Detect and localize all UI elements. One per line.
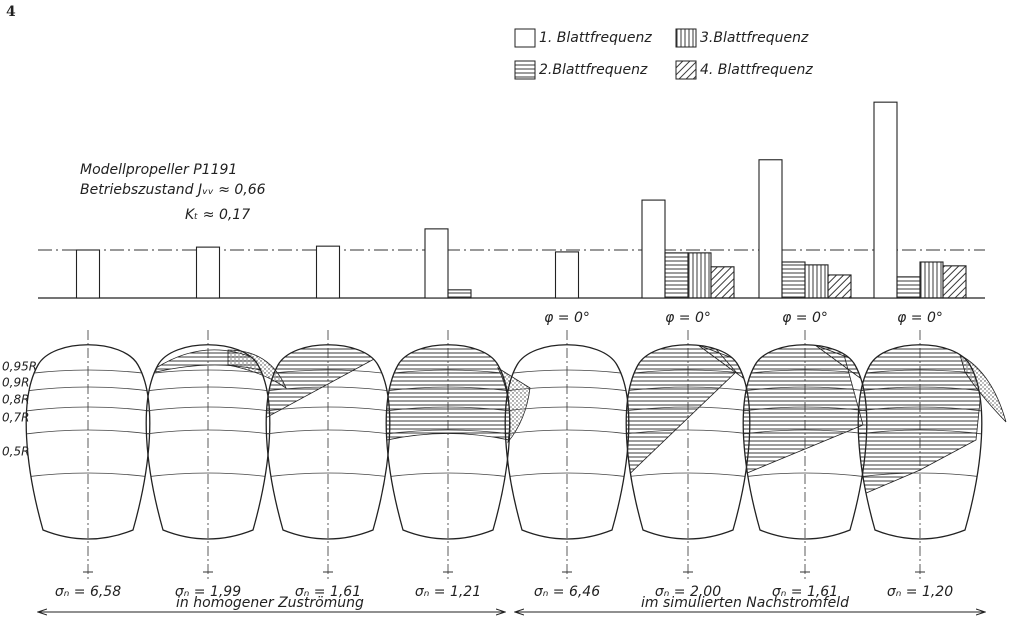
legend-swatch [676,61,696,79]
bar [317,246,340,298]
bar [642,200,665,298]
figure: 4 Modellpropeller P1191 Betriebszustand … [0,0,1009,629]
cavity-sheet [735,330,863,478]
bar [688,253,711,298]
phi-label: φ = 0° [665,310,711,326]
radius-label: 0,5R [2,445,29,459]
radius-label: 0,8R [2,393,29,407]
bar [805,265,828,298]
legend-swatch [515,61,535,79]
bar [782,262,805,298]
bar [874,102,897,298]
sigma-label: σₙ = 1,61 [295,584,361,600]
radius-label: 0,95R [2,360,37,374]
sigma-label: σₙ = 1,21 [415,584,481,600]
legend-label: 4. Blattfrequenz [700,62,813,78]
sigma-label: σₙ = 1,20 [887,584,953,600]
page-number: 4 [6,4,16,20]
annotation: Kₜ ≈ 0,17 [185,207,250,223]
bar [943,266,966,298]
bar [448,290,471,298]
legend-swatch [515,29,535,47]
bar [920,262,943,298]
sigma-label: σₙ = 1,61 [772,584,838,600]
legend-label: 2.Blattfrequenz [539,62,648,78]
legend-label: 3.Blattfrequenz [700,30,809,46]
annotation: Modellpropeller P1191 [80,162,237,178]
radius-label: 0,7R [2,411,29,425]
phi-label: φ = 0° [782,310,828,326]
bar [711,267,734,298]
phi-label: φ = 0° [544,310,590,326]
bar [77,250,100,298]
radius-label: 0,9R [2,376,29,390]
bar [828,275,851,298]
bar [665,253,688,298]
bar [556,252,579,298]
phi-label: φ = 0° [897,310,943,326]
legend-swatch [676,29,696,47]
sigma-label: σₙ = 2,00 [655,584,721,600]
legend-label: 1. Blattfrequenz [539,30,652,46]
sigma-label: σₙ = 6,58 [55,584,121,600]
bar [197,247,220,298]
bar [897,277,920,298]
annotation: Betriebszustand Jᵥᵥ ≈ 0,66 [80,182,266,198]
bar [425,229,448,298]
sigma-label: σₙ = 1,99 [175,584,241,600]
sigma-label: σₙ = 6,46 [534,584,600,600]
bar [759,160,782,298]
